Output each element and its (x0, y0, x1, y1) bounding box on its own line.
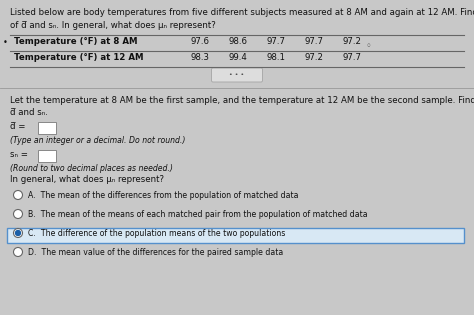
Text: •: • (3, 38, 8, 47)
Circle shape (13, 191, 22, 199)
Text: 99.4: 99.4 (228, 53, 247, 62)
FancyBboxPatch shape (38, 122, 56, 134)
Text: 98.3: 98.3 (191, 53, 210, 62)
Text: D.  The mean value of the differences for the paired sample data: D. The mean value of the differences for… (28, 248, 283, 257)
Text: d̅ and sₙ.: d̅ and sₙ. (10, 108, 48, 117)
Text: Temperature (°F) at 8 AM: Temperature (°F) at 8 AM (14, 37, 137, 46)
Text: of d̅ and sₙ. In general, what does μₙ represent?: of d̅ and sₙ. In general, what does μₙ r… (10, 21, 216, 30)
Text: d̅ =: d̅ = (10, 122, 26, 131)
Text: Let the temperature at 8 AM be the first sample, and the temperature at 12 AM be: Let the temperature at 8 AM be the first… (10, 96, 474, 105)
Text: 97.7: 97.7 (343, 53, 362, 62)
Text: (Type an integer or a decimal. Do not round.): (Type an integer or a decimal. Do not ro… (10, 136, 185, 145)
Circle shape (16, 231, 20, 236)
Text: 97.2: 97.2 (304, 53, 323, 62)
Text: (Round to two decimal places as needed.): (Round to two decimal places as needed.) (10, 164, 173, 173)
Circle shape (13, 248, 22, 256)
Text: 97.7: 97.7 (304, 37, 323, 46)
FancyBboxPatch shape (8, 227, 465, 243)
Text: 97.7: 97.7 (266, 37, 285, 46)
Text: ◦: ◦ (365, 41, 371, 51)
Text: B.  The mean of the means of each matched pair from the population of matched da: B. The mean of the means of each matched… (28, 210, 368, 219)
Text: In general, what does μₙ represent?: In general, what does μₙ represent? (10, 175, 164, 184)
Text: • • •: • • • (229, 72, 245, 77)
Text: C.  The difference of the population means of the two populations: C. The difference of the population mean… (28, 229, 285, 238)
Text: Listed below are body temperatures from five different subjects measured at 8 AM: Listed below are body temperatures from … (10, 8, 474, 17)
Text: 97.6: 97.6 (191, 37, 210, 46)
Text: 97.2: 97.2 (343, 37, 362, 46)
Circle shape (13, 209, 22, 219)
FancyBboxPatch shape (211, 68, 263, 82)
Text: sₙ =: sₙ = (10, 150, 28, 159)
Circle shape (13, 228, 22, 238)
FancyBboxPatch shape (38, 150, 56, 162)
Text: A.  The mean of the differences from the population of matched data: A. The mean of the differences from the … (28, 191, 299, 200)
Text: Temperature (°F) at 12 AM: Temperature (°F) at 12 AM (14, 53, 144, 62)
Text: 98.1: 98.1 (266, 53, 285, 62)
Text: 98.6: 98.6 (228, 37, 247, 46)
